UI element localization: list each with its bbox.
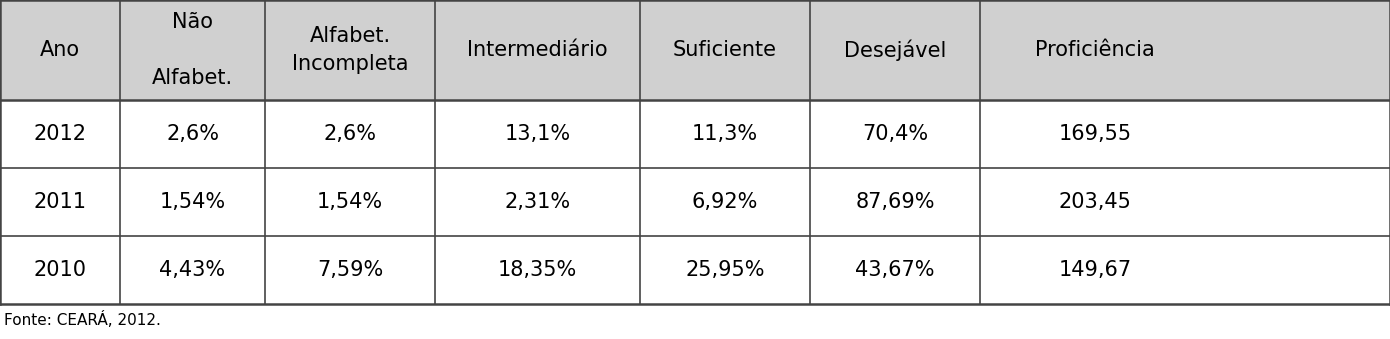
- Text: 169,55: 169,55: [1058, 124, 1131, 144]
- Text: 2,6%: 2,6%: [165, 124, 220, 144]
- Text: 7,59%: 7,59%: [317, 260, 384, 280]
- Text: 1,54%: 1,54%: [317, 192, 384, 212]
- Bar: [0, 0, 1390, 100]
- Text: 11,3%: 11,3%: [692, 124, 758, 144]
- Text: 13,1%: 13,1%: [505, 124, 570, 144]
- Text: 149,67: 149,67: [1058, 260, 1131, 280]
- Text: 1,54%: 1,54%: [160, 192, 225, 212]
- Text: Fonte: CEARÁ, 2012.: Fonte: CEARÁ, 2012.: [4, 311, 161, 328]
- Text: 25,95%: 25,95%: [685, 260, 764, 280]
- Text: 70,4%: 70,4%: [862, 124, 929, 144]
- Text: Desejável: Desejável: [844, 39, 947, 61]
- Text: 18,35%: 18,35%: [498, 260, 577, 280]
- Text: 2012: 2012: [33, 124, 86, 144]
- Text: 2,31%: 2,31%: [505, 192, 570, 212]
- Text: Intermediário: Intermediário: [467, 40, 607, 60]
- Text: Proficiência: Proficiência: [1036, 40, 1155, 60]
- Text: 2011: 2011: [33, 192, 86, 212]
- Text: Não

Alfabet.: Não Alfabet.: [152, 12, 234, 88]
- Text: Ano: Ano: [40, 40, 81, 60]
- Text: 2010: 2010: [33, 260, 86, 280]
- Text: Suficiente: Suficiente: [673, 40, 777, 60]
- Text: 43,67%: 43,67%: [855, 260, 934, 280]
- Text: 203,45: 203,45: [1059, 192, 1131, 212]
- Text: 87,69%: 87,69%: [855, 192, 934, 212]
- Text: 4,43%: 4,43%: [160, 260, 225, 280]
- Text: 2,6%: 2,6%: [324, 124, 377, 144]
- Text: Alfabet.
Incompleta: Alfabet. Incompleta: [292, 26, 409, 74]
- Text: 6,92%: 6,92%: [692, 192, 758, 212]
